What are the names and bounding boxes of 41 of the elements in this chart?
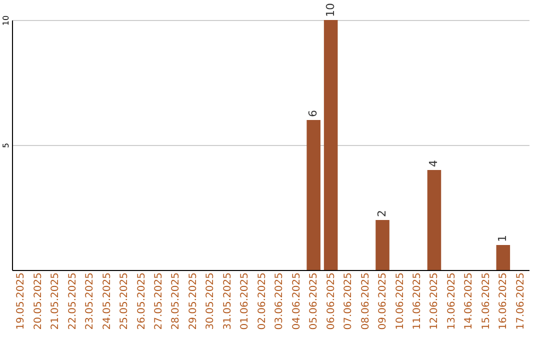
- x-tick-label: 17.06.2025: [515, 272, 526, 330]
- data-label: 4: [427, 160, 440, 167]
- bar: [324, 20, 338, 270]
- x-tick-label: 20.05.2025: [32, 272, 44, 330]
- x-tick-label: 29.05.2025: [188, 272, 199, 330]
- x-tick-label: 13.06.2025: [446, 272, 458, 330]
- x-tick-label: 21.05.2025: [50, 272, 62, 330]
- data-label: 2: [376, 210, 389, 217]
- x-tick-label: 26.05.2025: [136, 272, 148, 330]
- x-tick-label: 12.06.2025: [429, 272, 440, 330]
- data-label: 6: [306, 110, 320, 117]
- x-tick-label: 16.06.2025: [498, 272, 510, 330]
- x-tick-label: 28.05.2025: [170, 272, 182, 330]
- x-tick-label: 24.05.2025: [102, 272, 113, 330]
- x-tick-label: 14.06.2025: [464, 272, 475, 330]
- bar: [496, 245, 510, 270]
- x-tick-label: 15.06.2025: [480, 272, 492, 330]
- x-tick-label: 25.05.2025: [119, 272, 130, 330]
- x-tick-label: 23.05.2025: [84, 272, 96, 330]
- x-tick-label: 22.05.2025: [67, 272, 78, 330]
- x-tick-label: 03.06.2025: [274, 272, 286, 330]
- x-tick-label: 31.05.2025: [222, 272, 234, 330]
- x-tick-label: 01.06.2025: [240, 272, 251, 330]
- x-tick-label: 11.06.2025: [412, 272, 423, 330]
- x-tick-label: 08.06.2025: [360, 272, 372, 330]
- x-tick-label: 02.06.2025: [256, 272, 268, 330]
- x-tick-label: 10.06.2025: [394, 272, 406, 330]
- data-label: 1: [496, 235, 510, 242]
- y-tick-label: 5: [2, 142, 10, 148]
- bar: [376, 220, 390, 270]
- x-tick-label: 05.06.2025: [308, 272, 320, 330]
- bar: [306, 120, 320, 270]
- x-tick-label: 06.06.2025: [326, 272, 337, 330]
- x-tick-label: 07.06.2025: [343, 272, 354, 330]
- x-tick-label: 30.05.2025: [205, 272, 216, 330]
- x-tick-label: 27.05.2025: [153, 272, 164, 330]
- data-label: 10: [324, 3, 337, 17]
- x-tick-label: 09.06.2025: [378, 272, 389, 330]
- x-tick-label: 04.06.2025: [291, 272, 302, 330]
- x-tick-label: 19.05.2025: [16, 272, 27, 330]
- bar: [427, 170, 442, 270]
